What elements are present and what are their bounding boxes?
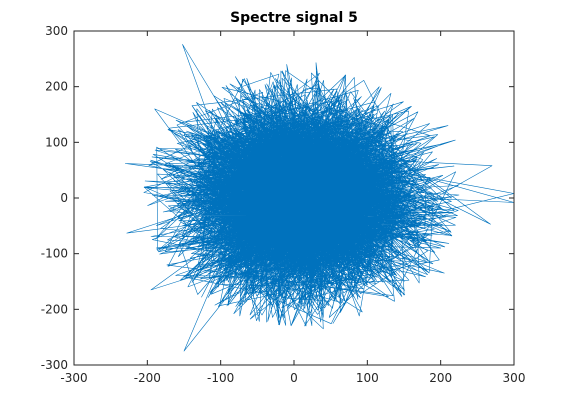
x-axis-ticks: -300 -200 -100 0 100 200 300: [60, 31, 525, 385]
y-tick-label: 0: [60, 191, 68, 205]
x-tick-label: 100: [356, 371, 379, 385]
y-axis-ticks: -300 -200 -100 0 100 200 300: [41, 24, 514, 372]
y-tick-label: -200: [41, 302, 68, 316]
series-line: [125, 44, 515, 352]
chart-title: Spectre signal 5: [230, 10, 358, 26]
x-tick-label: -100: [207, 371, 234, 385]
x-tick-label: 200: [429, 371, 452, 385]
y-tick-label: -100: [41, 247, 68, 261]
x-tick-label: 300: [503, 371, 526, 385]
y-tick-label: 100: [45, 135, 68, 149]
x-tick-label: -200: [134, 371, 161, 385]
y-tick-label: -300: [41, 358, 68, 372]
x-tick-label: 0: [290, 371, 298, 385]
spectrum-trace: [125, 44, 515, 352]
y-tick-label: 300: [45, 24, 68, 38]
y-tick-label: 200: [45, 80, 68, 94]
x-tick-label: -300: [60, 371, 87, 385]
